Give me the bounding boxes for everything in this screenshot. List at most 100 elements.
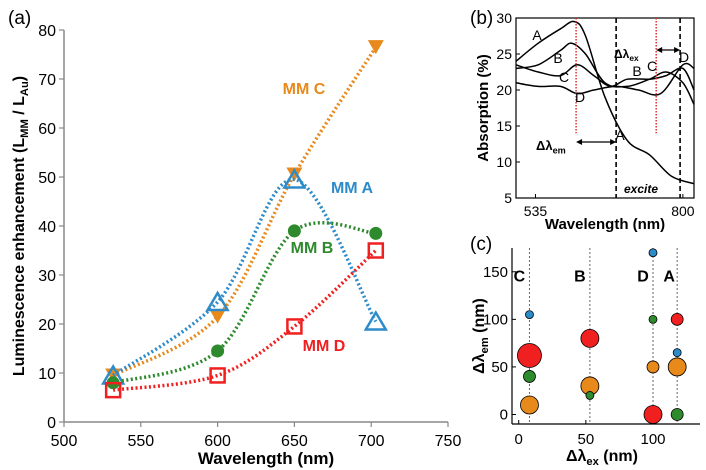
data-point xyxy=(287,224,301,238)
y-tick-label: 40 xyxy=(38,219,56,236)
y-tick-label: 10 xyxy=(496,154,512,170)
y-tick-label: 10 xyxy=(38,366,56,383)
x-tick-label: 500 xyxy=(51,433,78,450)
series-label: MM A xyxy=(331,180,374,197)
group-label: A xyxy=(663,268,675,285)
data-point xyxy=(367,242,385,259)
scatter-point xyxy=(648,314,658,324)
series-label: MM C xyxy=(283,81,326,98)
x-tick-label: 650 xyxy=(281,433,308,450)
x-axis-label: Wavelength (nm) xyxy=(545,216,665,233)
scatter-point xyxy=(648,248,658,258)
data-point xyxy=(209,367,226,384)
plot-frame xyxy=(515,17,695,199)
delta-em-label: Δλem xyxy=(536,138,566,155)
y-axis-label: Δλem (nm) xyxy=(471,298,491,374)
data-point xyxy=(286,318,303,335)
y-axis-label: Luminescence enhancement (LMM / LAu) xyxy=(11,76,31,376)
scatter-point xyxy=(525,310,534,319)
scatter-point xyxy=(646,360,660,374)
x-axis-label: Δλex (nm) xyxy=(566,448,638,468)
arrow-head xyxy=(674,47,681,53)
x-tick-label: 700 xyxy=(358,433,385,450)
y-tick-label: 15 xyxy=(496,118,512,134)
curve-label: C xyxy=(647,58,657,74)
absorption-curve xyxy=(515,20,695,185)
series-line xyxy=(112,220,377,385)
y-tick-label: 0 xyxy=(47,415,56,432)
group-label: C xyxy=(514,268,526,285)
data-point xyxy=(363,310,388,331)
y-tick-label: 150 xyxy=(483,264,508,281)
data-point xyxy=(369,226,383,240)
series-line xyxy=(112,249,378,392)
y-axis-label: Absorption (%) xyxy=(475,54,492,161)
y-tick-label: 50 xyxy=(38,170,56,187)
x-tick-label: 100 xyxy=(640,431,665,448)
group-label: B xyxy=(574,268,586,285)
y-tick-label: 25 xyxy=(496,46,512,62)
data-point xyxy=(367,40,384,55)
delta-ex-label: Δλex xyxy=(614,47,639,63)
scatter-point xyxy=(520,395,539,415)
curve-label: C xyxy=(559,69,569,85)
panel-a: 0 10 20 30 40 50 60 70 80 500 550 600 650 700 750 Wavel… xyxy=(8,8,461,468)
y-tick-label: 100 xyxy=(483,311,508,328)
x-tick-label: 800 xyxy=(671,203,695,219)
data-point xyxy=(282,167,307,189)
x-axis-label: Wavelength (nm) xyxy=(198,449,334,468)
x-tick-label: 750 xyxy=(435,433,462,450)
arrow-head xyxy=(610,139,617,145)
curve-label: B xyxy=(553,50,562,66)
curve-label: D xyxy=(575,89,585,105)
data-point xyxy=(211,344,225,358)
absorption-curve xyxy=(515,62,695,96)
series-line xyxy=(112,177,378,377)
panel-label: (b) xyxy=(470,8,493,29)
data-point xyxy=(205,290,230,312)
curve-label: A xyxy=(615,127,625,143)
y-tick-label: 20 xyxy=(38,317,56,334)
x-tick-label: 50 xyxy=(578,431,595,448)
scatter-point xyxy=(672,348,682,358)
data-point xyxy=(209,309,226,324)
scatter-point xyxy=(670,408,684,421)
data-point xyxy=(104,381,122,399)
y-tick-label: 30 xyxy=(38,268,56,285)
scatter-point xyxy=(523,370,536,383)
scatter-point xyxy=(670,312,684,326)
curve-label: A xyxy=(532,27,542,43)
arrow-head xyxy=(576,139,583,145)
x-tick-label: 0 xyxy=(515,431,523,448)
group-label: D xyxy=(637,268,649,285)
y-tick-label: 80 xyxy=(38,23,56,40)
scatter-point xyxy=(667,357,687,377)
series-line xyxy=(112,46,378,377)
series-label: MM B xyxy=(291,240,334,257)
y-tick-label: 70 xyxy=(38,72,56,89)
y-tick-label: 5 xyxy=(504,190,512,206)
x-tick-label: 535 xyxy=(524,203,548,219)
panel-label: (a) xyxy=(8,8,31,29)
series-label: MM D xyxy=(303,338,346,355)
scatter-point xyxy=(585,391,595,400)
panel-b: 5 10 15 20 25 30 535 800 Wavelength (nm) Absorpti… xyxy=(470,8,695,233)
data-point xyxy=(286,167,303,182)
curve-label: B xyxy=(632,63,641,79)
excite-label: excite xyxy=(624,182,658,196)
y-tick-label: 50 xyxy=(491,359,508,376)
y-tick-label: 20 xyxy=(496,82,512,98)
y-tick-label: 60 xyxy=(38,121,56,138)
y-tick-label: 0 xyxy=(500,406,508,423)
curve-label: D xyxy=(679,49,689,65)
y-tick-label: 30 xyxy=(496,10,512,26)
arrow-head xyxy=(656,47,663,53)
x-tick-label: 600 xyxy=(204,433,231,450)
scatter-point xyxy=(517,343,542,368)
scatter-point xyxy=(580,328,600,348)
scatter-point xyxy=(643,405,663,424)
panel-label: (c) xyxy=(470,234,492,255)
x-tick-label: 550 xyxy=(127,433,154,450)
